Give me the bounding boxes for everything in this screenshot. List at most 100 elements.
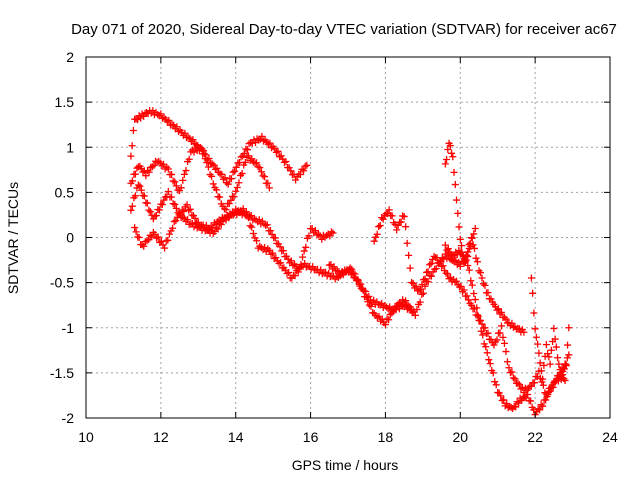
data-point [536, 406, 544, 414]
data-point [474, 312, 482, 320]
data-point [349, 269, 357, 277]
data-point [472, 254, 480, 262]
data-point [502, 315, 510, 323]
data-point [373, 230, 381, 238]
data-point [444, 270, 452, 278]
data-point [140, 112, 148, 120]
data-point [435, 259, 443, 267]
data-point [527, 382, 535, 390]
data-point [386, 310, 394, 318]
data-point [216, 193, 224, 201]
series-track-9 [527, 274, 573, 384]
data-point [329, 229, 337, 237]
data-point [381, 302, 389, 310]
x-axis-label: GPS time / hours [292, 457, 399, 473]
data-point [518, 383, 526, 391]
data-point [388, 212, 396, 220]
data-point [129, 126, 137, 134]
data-point [476, 269, 484, 277]
series-track-4 [131, 201, 337, 273]
data-point [185, 155, 193, 163]
data-point [458, 248, 466, 256]
data-point [297, 260, 305, 268]
data-point [153, 234, 161, 242]
data-point [542, 396, 550, 404]
data-point [164, 188, 172, 196]
data-point [244, 211, 252, 219]
data-point [170, 218, 178, 226]
series-track-2 [127, 144, 273, 214]
data-point [357, 284, 365, 292]
data-point [546, 360, 554, 368]
data-point [255, 136, 263, 144]
data-point [405, 302, 413, 310]
y-axis: -2 -1.5 -1 -0.5 0 0.5 1 1.5 2 [50, 49, 610, 426]
data-point [471, 244, 479, 252]
data-point [415, 286, 423, 294]
data-point [158, 114, 166, 122]
data-point [423, 268, 431, 276]
data-point [359, 286, 367, 294]
data-point [291, 272, 299, 280]
data-point [253, 159, 261, 167]
data-point [534, 405, 542, 413]
data-point [556, 366, 564, 374]
data-point [220, 205, 228, 213]
y-tick-label: 1.5 [55, 94, 75, 110]
data-point [421, 275, 429, 283]
data-point [474, 258, 482, 266]
data-point [505, 364, 513, 372]
series-track-8 [441, 241, 569, 419]
data-point [134, 116, 142, 124]
data-point [500, 339, 508, 347]
data-point [204, 163, 212, 171]
data-point [389, 307, 397, 315]
data-point [420, 276, 428, 284]
data-point [305, 232, 313, 240]
data-point [403, 239, 411, 247]
data-point [221, 174, 229, 182]
data-point [165, 230, 173, 238]
data-point [408, 278, 416, 286]
y-tick-label: 2 [66, 49, 74, 65]
data-point [179, 176, 187, 184]
data-point [511, 375, 519, 383]
data-point [250, 215, 258, 223]
data-point [145, 206, 153, 214]
data-point [223, 179, 231, 187]
data-point [400, 298, 408, 306]
data-point [464, 261, 472, 269]
data-point [489, 369, 497, 377]
data-point [431, 265, 439, 273]
data-point [248, 223, 256, 231]
data-point [412, 282, 420, 290]
data-point [442, 269, 450, 277]
data-point [559, 371, 567, 379]
data-point [551, 335, 559, 343]
data-point [561, 376, 569, 384]
data-point [351, 270, 359, 278]
data-point [424, 268, 432, 276]
data-point [265, 184, 273, 192]
data-point [492, 381, 500, 389]
data-point [285, 269, 293, 277]
data-point [143, 237, 151, 245]
data-point [235, 179, 243, 187]
data-point [177, 211, 185, 219]
data-point [443, 156, 451, 164]
data-point [152, 212, 160, 220]
data-point [182, 167, 190, 175]
data-point [471, 224, 479, 232]
x-tick-label: 12 [153, 429, 169, 445]
data-point [340, 269, 348, 277]
data-point [259, 172, 267, 180]
data-point [482, 343, 490, 351]
data-point [279, 247, 287, 255]
data-point [470, 230, 478, 238]
data-point [468, 234, 476, 242]
data-point [468, 301, 476, 309]
data-point [370, 296, 378, 304]
data-point [155, 157, 163, 165]
data-point [532, 333, 540, 341]
